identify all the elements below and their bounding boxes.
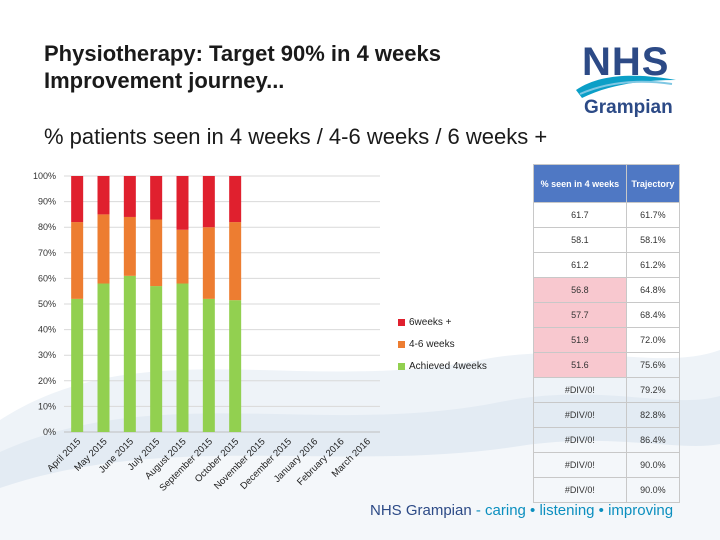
footer-tagline: - caring • listening • improving: [471, 502, 674, 519]
y-tick-label: 0%: [43, 427, 56, 437]
table-row: #DIV/0! 86.4%: [533, 427, 681, 453]
table-cell-trajectory: 90.0%: [625, 477, 681, 503]
table-cell-trajectory: 90.0%: [625, 452, 681, 478]
table-cell-seen: 61.2: [533, 252, 627, 278]
table-cell-seen: #DIV/0!: [533, 377, 627, 403]
table-header-row: % seen in 4 weeks Trajectory: [533, 164, 681, 203]
table-cell-trajectory: 75.6%: [625, 352, 681, 378]
logo-region-text: Grampian: [584, 97, 673, 118]
legend-swatch: [398, 318, 405, 326]
table-cell-trajectory: 86.4%: [625, 427, 681, 453]
bar-segment: [176, 229, 189, 284]
y-tick-label: 40%: [38, 325, 56, 335]
table-row: 61.2 61.2%: [533, 252, 681, 278]
table-cell-seen: 51.9: [533, 327, 627, 353]
bar-segment: [202, 298, 215, 432]
table-cell-seen: #DIV/0!: [533, 402, 627, 428]
table-row: #DIV/0! 90.0%: [533, 477, 681, 503]
slide-title-line2: Improvement journey...: [44, 68, 285, 93]
table-row: 51.9 72.0%: [533, 327, 681, 353]
y-tick-label: 90%: [38, 197, 56, 207]
legend-label: 4-6 weeks: [409, 338, 455, 350]
table-cell-seen: #DIV/0!: [533, 427, 627, 453]
y-tick-label: 70%: [38, 248, 56, 258]
trajectory-table: % seen in 4 weeks Trajectory 61.7 61.7% 58…: [533, 164, 681, 503]
slide-subtitle: % patients seen in 4 weeks / 4-6 weeks /…: [44, 124, 548, 149]
table-header-seen: % seen in 4 weeks: [533, 164, 627, 203]
bar-segment: [202, 176, 215, 228]
bar-segment: [150, 219, 163, 287]
nhs-grampian-logo: NHS Grampian: [572, 40, 682, 122]
legend-item: Achieved 4weeks: [398, 355, 487, 377]
table-cell-seen: 51.6: [533, 352, 627, 378]
y-tick-label: 100%: [33, 171, 56, 181]
table-row: 61.7 61.7%: [533, 202, 681, 228]
y-tick-label: 30%: [38, 350, 56, 360]
bar-segment: [71, 222, 84, 299]
table-cell-trajectory: 64.8%: [625, 277, 681, 303]
table-row: 51.6 75.6%: [533, 352, 681, 378]
table-cell-trajectory: 72.0%: [625, 327, 681, 353]
table-cell-trajectory: 79.2%: [625, 377, 681, 403]
table-row: 58.1 58.1%: [533, 227, 681, 253]
table-row: #DIV/0! 90.0%: [533, 452, 681, 478]
bar-segment: [71, 176, 84, 223]
bar-segment: [229, 222, 242, 301]
legend-swatch: [398, 340, 405, 348]
bar-segment: [150, 176, 163, 220]
bar-segment: [97, 176, 110, 215]
y-tick-label: 60%: [38, 273, 56, 283]
table-cell-trajectory: 61.7%: [625, 202, 681, 228]
legend-label: Achieved 4weeks: [409, 360, 487, 372]
table-cell-seen: #DIV/0!: [533, 477, 627, 503]
bar-segment: [229, 176, 242, 223]
table-cell-trajectory: 68.4%: [625, 302, 681, 328]
bar-segment: [229, 300, 242, 432]
table-cell-trajectory: 82.8%: [625, 402, 681, 428]
table-cell-seen: #DIV/0!: [533, 452, 627, 478]
bar-segment: [176, 176, 189, 230]
legend-label: 6weeks +: [409, 316, 452, 328]
bar-segment: [202, 227, 215, 299]
table-cell-trajectory: 61.2%: [625, 252, 681, 278]
bar-segment: [123, 176, 136, 217]
footer: NHS Grampian - caring • listening • impr…: [370, 502, 673, 519]
logo-swoosh-icon: [576, 75, 676, 98]
bar-segment: [123, 216, 136, 276]
table-cell-seen: 56.8: [533, 277, 627, 303]
table-row: #DIV/0! 79.2%: [533, 377, 681, 403]
chart-legend: 6weeks + 4-6 weeks Achieved 4weeks: [398, 311, 487, 377]
bar-segment: [150, 286, 163, 432]
slide-title-line1: Physiotherapy: Target 90% in 4 weeks: [44, 41, 441, 66]
bar-segment: [97, 214, 110, 284]
table-row: #DIV/0! 82.8%: [533, 402, 681, 428]
y-tick-label: 20%: [38, 376, 56, 386]
y-tick-label: 50%: [38, 299, 56, 309]
bar-segment: [71, 298, 84, 432]
legend-swatch: [398, 362, 405, 370]
bar-segment: [123, 275, 136, 432]
legend-item: 4-6 weeks: [398, 333, 487, 355]
bar-segment: [176, 283, 189, 432]
table-row: 57.7 68.4%: [533, 302, 681, 328]
table-cell-trajectory: 58.1%: [625, 227, 681, 253]
table-cell-seen: 61.7: [533, 202, 627, 228]
y-tick-label: 80%: [38, 222, 56, 232]
table-header-trajectory: Trajectory: [625, 164, 681, 203]
footer-org: NHS Grampian: [370, 502, 472, 519]
bar-segment: [97, 283, 110, 432]
slide-title: Physiotherapy: Target 90% in 4 weeks Imp…: [44, 40, 441, 94]
y-tick-label: 10%: [38, 401, 56, 411]
table-row: 56.8 64.8%: [533, 277, 681, 303]
table-cell-seen: 57.7: [533, 302, 627, 328]
table-body: 61.7 61.7% 58.1 58.1% 61.2 61.2% 56.8 64.8% 57.7…: [533, 202, 681, 503]
table-cell-seen: 58.1: [533, 227, 627, 253]
legend-item: 6weeks +: [398, 311, 487, 333]
